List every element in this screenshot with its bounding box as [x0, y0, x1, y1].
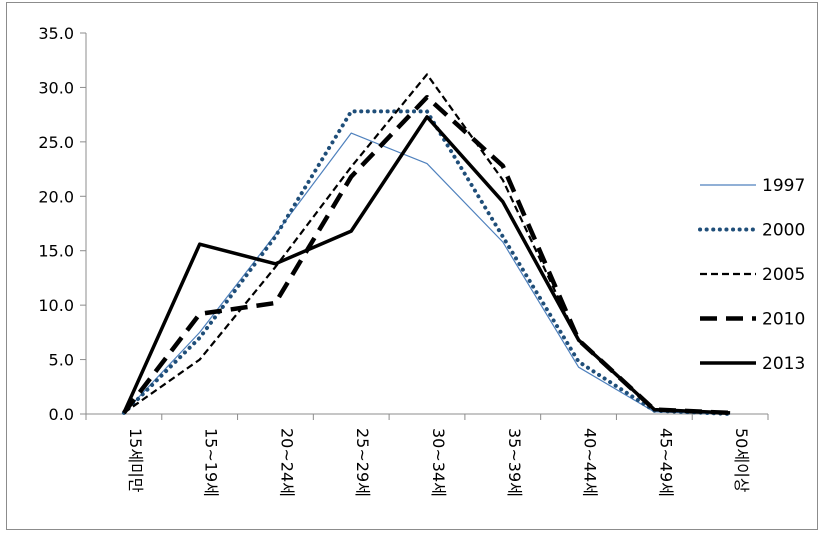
x-axis-ticks: 15세미만 15~19세 20~24세 25~29세 30~34세 35~39세 40~44…: [85, 414, 769, 497]
chart-frame: [6, 2, 818, 530]
legend-label-2013: 2013: [762, 354, 805, 374]
y-tick-label: 20.0: [38, 187, 74, 206]
x-tick-label: 45~49세: [656, 428, 675, 497]
y-tick-label: 25.0: [38, 133, 74, 152]
axes: [85, 33, 768, 415]
legend-label-1997: 1997: [762, 176, 805, 196]
x-tick-label: 15세미만: [126, 428, 145, 493]
y-tick-label: 0.0: [49, 405, 74, 424]
series-line-2005: [123, 73, 731, 414]
x-tick-label: 20~24세: [277, 428, 296, 497]
x-tick-label: 35~39세: [505, 428, 524, 497]
x-tick-label: 15~19세: [202, 428, 221, 497]
legend: 1997 2000 2005 2010 2013: [698, 176, 805, 374]
x-tick-label: 50세이상: [732, 428, 751, 493]
y-tick-label: 30.0: [38, 78, 74, 97]
y-axis-ticks: 0.0 5.0 10.0 15.0 20.0 25.0 30.0 35.0: [38, 24, 86, 424]
legend-label-2005: 2005: [762, 265, 805, 285]
legend-label-2010: 2010: [762, 310, 805, 330]
x-tick-label: 40~44세: [581, 428, 600, 497]
x-tick-label: 30~34세: [429, 428, 448, 497]
y-tick-label: 5.0: [49, 351, 74, 370]
series-line-1997: [123, 132, 731, 415]
series-line-2013: [122, 115, 731, 415]
x-tick-label: 25~29세: [353, 428, 372, 497]
legend-label-2000: 2000: [762, 221, 805, 241]
series-line-2010: [122, 94, 731, 416]
y-tick-label: 35.0: [38, 24, 74, 43]
series-lines: [121, 73, 733, 416]
y-tick-label: 15.0: [38, 242, 74, 261]
y-tick-label: 10.0: [38, 296, 74, 315]
series-line-2000: [121, 109, 733, 416]
